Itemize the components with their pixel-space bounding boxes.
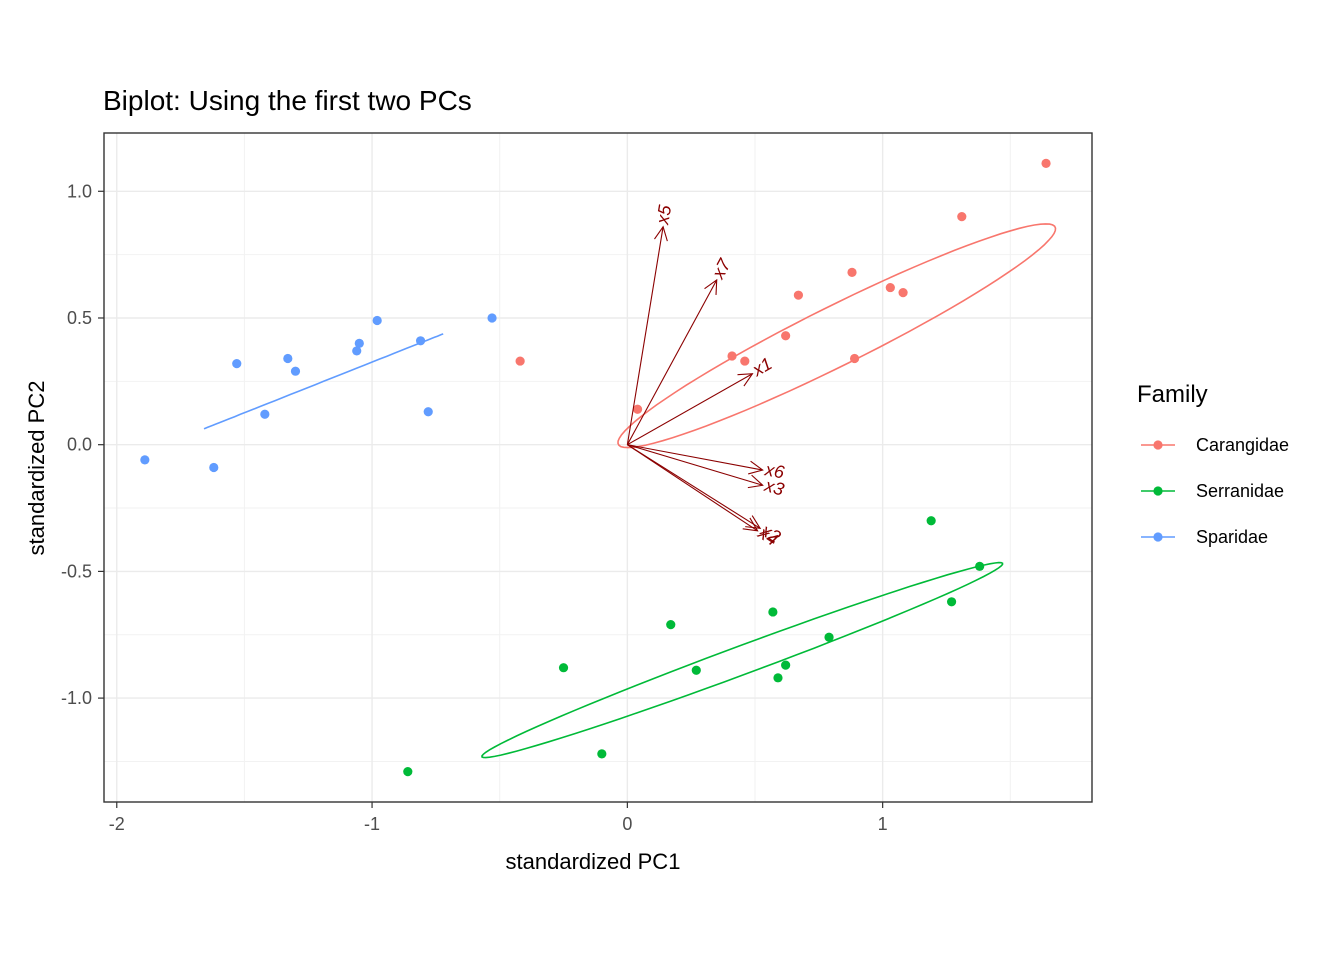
arrow-x7 [626,279,718,445]
point-carangidae [957,212,967,222]
legend-key-point [1153,532,1163,542]
point-sparidae [423,407,433,417]
arrowhead-x3 [747,474,764,489]
axes: -2 -1 0 1 -1.0 -0.5 0.0 0.5 1.0 [61,181,888,834]
point-carangidae [515,356,525,366]
point-carangidae [885,282,895,293]
y-tick-label: 0.5 [67,308,92,328]
point-serranidae [824,632,834,642]
x-axis-title: standardized PC1 [506,849,681,874]
point-serranidae [773,673,783,683]
arrow-label-x5: x5 [652,203,675,227]
confidence-ellipses [203,223,1057,759]
point-serranidae [597,749,607,759]
point-sparidae [372,315,382,326]
point-sparidae [232,359,242,369]
legend: Carangidae Serranidae Sparidae [1141,435,1289,547]
ellipse-serranidae [481,561,1004,759]
arrowhead-x5 [654,225,668,242]
y-tick-label: -0.5 [61,561,92,581]
legend-title: Family [1137,381,1208,408]
point-carangidae [727,351,737,361]
x-tick-label: 0 [622,814,632,834]
x-tick-label: 1 [878,814,888,834]
legend-label-sparidae: Sparidae [1196,527,1268,547]
point-serranidae [666,620,676,630]
chart-title: Biplot: Using the first two PCs [103,85,472,116]
point-serranidae [946,597,957,607]
arrow-x1 [627,373,753,446]
point-carangidae [740,356,750,366]
point-serranidae [781,660,791,670]
point-carangidae [793,290,804,300]
arrow-label-x1: x1 [748,353,775,380]
ellipse-carangidae [617,223,1057,449]
point-sparidae [415,336,426,346]
arrow-x4 [627,444,758,532]
legend-key-point [1153,486,1163,496]
point-serranidae [926,516,936,526]
point-carangidae [632,404,643,414]
legend-key-point [1153,440,1163,450]
point-serranidae [558,663,569,673]
point-serranidae [768,607,778,617]
point-sparidae [354,338,364,348]
arrowhead-x4 [742,517,759,532]
arrowhead-x1 [737,373,754,387]
arrow-x2 [627,444,761,529]
x-tick-label: -1 [364,814,380,834]
point-sparidae [140,455,150,465]
point-sparidae [487,313,497,323]
point-serranidae [975,561,985,571]
arrow-label-x6: x6 [763,459,787,483]
point-sparidae [260,409,270,419]
legend-label-serranidae: Serranidae [1196,481,1284,501]
point-sparidae [209,462,219,473]
y-tick-label: 1.0 [67,181,92,201]
arrow-x3 [627,444,763,486]
point-carangidae [1041,158,1051,169]
x-tick-label: -2 [109,814,125,834]
ellipse-sparidae [203,333,444,430]
y-tick-label: -1.0 [61,688,92,708]
y-axis-title: standardized PC2 [24,381,49,556]
arrow-x5 [626,226,664,445]
point-carangidae [898,288,908,298]
point-serranidae [403,766,413,777]
arrow-x6 [627,444,763,471]
point-carangidae [781,331,791,341]
point-carangidae [849,353,860,364]
point-serranidae [691,665,701,675]
panel-border [103,132,1093,803]
point-sparidae [283,353,293,364]
gridlines [104,133,1092,802]
arrow-label-x7: x7 [708,255,736,283]
legend-label-carangidae: Carangidae [1196,435,1289,455]
arrowhead-x2 [745,515,762,529]
point-carangidae [847,267,857,277]
arrowhead-x6 [748,460,764,475]
scatter-points [140,158,1051,777]
y-tick-label: 0.0 [67,435,92,455]
arrowhead-x7 [704,278,718,295]
point-sparidae [352,346,362,356]
point-sparidae [290,366,301,376]
